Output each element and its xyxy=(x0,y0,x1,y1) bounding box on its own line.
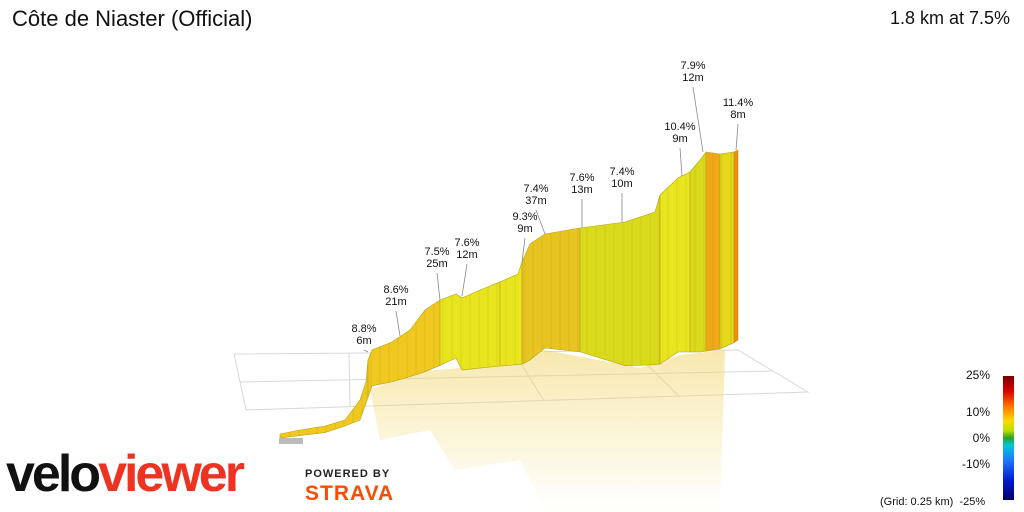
segment-gradient-label: 7.6% xyxy=(454,237,479,249)
segment-gradient-label: 7.9% xyxy=(680,60,705,72)
segment-rise-label: 25m xyxy=(426,258,447,270)
label-leader-line xyxy=(535,209,546,235)
start-marker xyxy=(279,438,303,444)
grid-line xyxy=(348,352,351,407)
ribbon-segment xyxy=(279,359,369,439)
label-leader-line xyxy=(735,123,739,151)
segment-rise-label: 9m xyxy=(672,133,687,145)
logo-part-velo: velo xyxy=(6,445,101,503)
label-leader-line xyxy=(521,237,526,263)
scale-label-neg10: -10% xyxy=(961,457,990,471)
scale-label-0: 0% xyxy=(972,431,990,445)
ribbon-segment xyxy=(733,149,739,344)
label-leader-line xyxy=(363,349,369,353)
segment-rise-label: 9m xyxy=(517,223,532,235)
segment-rise-label: 12m xyxy=(456,249,477,261)
ribbon-segment xyxy=(499,261,523,367)
segment-rise-label: 37m xyxy=(525,195,546,207)
segment-gradient-label: 11.4% xyxy=(723,97,754,109)
logo-part-viewer: viewer xyxy=(98,445,245,503)
grid-note: (Grid: 0.25 km) -25% xyxy=(880,496,986,508)
label-leader-line xyxy=(692,86,704,153)
gradient-color-scale xyxy=(1003,376,1014,500)
segment-rise-label: 6m xyxy=(356,335,371,347)
segment-gradient-label: 7.4% xyxy=(609,166,634,178)
climb-summary: 1.8 km at 7.5% xyxy=(889,8,1010,28)
segment-rise-label: 13m xyxy=(571,184,592,196)
profile-ribbon xyxy=(279,149,739,439)
label-leader-line xyxy=(679,147,683,177)
page-title: Côte de Niaster (Official) xyxy=(12,6,253,31)
segment-gradient-label: 7.6% xyxy=(569,172,594,184)
profile-reflection xyxy=(370,350,725,510)
segment-gradient-label: 8.6% xyxy=(383,284,408,296)
segment-gradient-label: 10.4% xyxy=(664,121,695,133)
ribbon-segment xyxy=(579,194,661,367)
label-leader-line xyxy=(436,272,441,301)
segment-gradient-label: 9.3% xyxy=(512,211,537,223)
segment-rise-label: 8m xyxy=(730,109,745,121)
segment-rise-label: 12m xyxy=(682,72,703,84)
veloviewer-logo[interactable]: veloviewer xyxy=(6,445,245,503)
segment-rise-label: 21m xyxy=(385,296,406,308)
label-leader-line xyxy=(461,263,468,297)
segment-rise-label: 10m xyxy=(611,178,632,190)
grid-outline xyxy=(233,349,810,411)
label-leader-line xyxy=(395,310,401,337)
segment-gradient-label: 8.8% xyxy=(351,323,376,335)
strava-logo[interactable]: STRAVA xyxy=(305,482,395,505)
scale-label-max: 25% xyxy=(965,368,990,382)
segment-labels: 8.8%6m8.6%21m7.5%25m7.6%12m9.3%9m7.4%37m… xyxy=(351,60,754,353)
powered-by-label: POWERED BY xyxy=(305,468,391,480)
segment-gradient-label: 7.4% xyxy=(523,183,548,195)
segment-gradient-label: 7.5% xyxy=(424,246,449,258)
scale-label-10: 10% xyxy=(965,405,990,419)
